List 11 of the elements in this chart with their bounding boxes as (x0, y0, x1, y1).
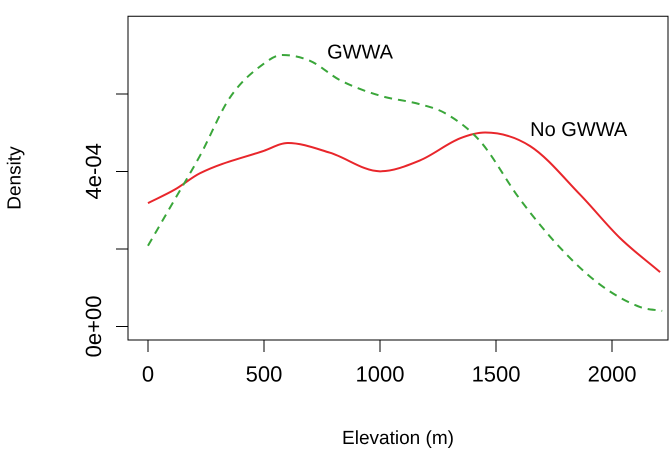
series-label: No GWWA (530, 119, 628, 142)
x-tick-label: 0 (142, 361, 154, 386)
x-tick-label: 1000 (356, 361, 404, 386)
x-tick-label: 500 (246, 361, 282, 386)
x-tick-label: 1500 (472, 361, 521, 386)
y-axis-title: Density (4, 146, 26, 210)
x-axis-title: Elevation (m) (342, 428, 454, 449)
y-tick-label: 0e+00 (81, 296, 106, 358)
series-label: GWWA (327, 41, 394, 64)
y-tick-label: 4e-04 (81, 143, 106, 200)
x-tick-label: 2000 (588, 361, 637, 386)
